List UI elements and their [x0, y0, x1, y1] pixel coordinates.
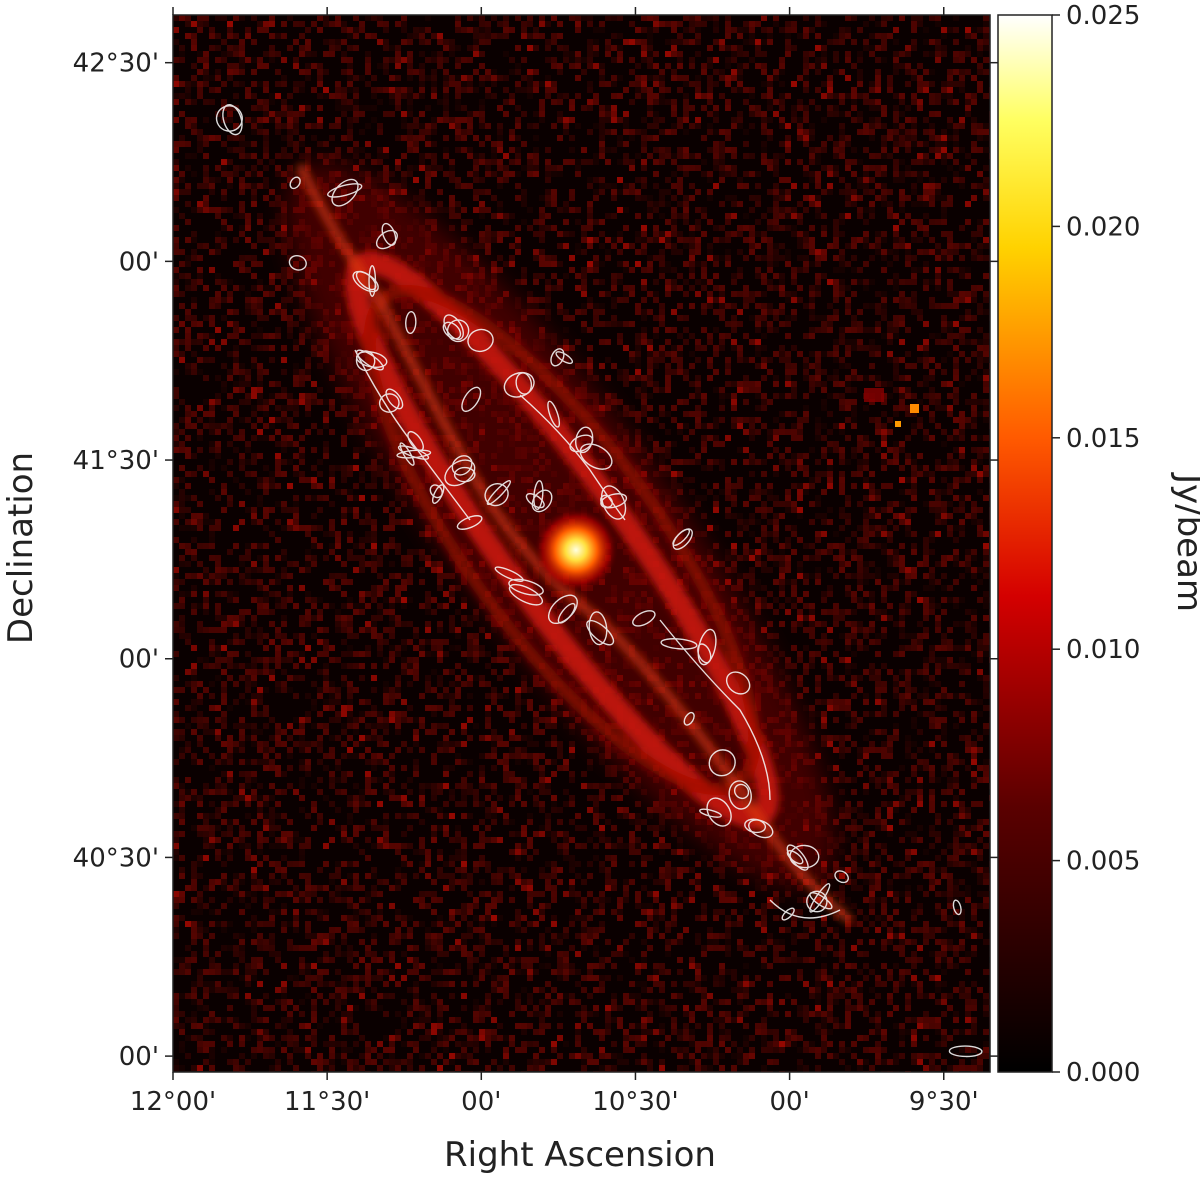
y-tick-label: 42°30' — [73, 49, 159, 79]
colorbar-tick-label: 0.005 — [1066, 847, 1140, 877]
y-tick-label: 00' — [119, 247, 159, 277]
colorbar-tick-label: 0.015 — [1066, 424, 1140, 454]
y-tick-label: 41°30' — [73, 446, 159, 476]
colorbar-tick-label: 0.000 — [1066, 1058, 1140, 1088]
colorbar-tick-label: 0.010 — [1066, 635, 1140, 665]
x-tick-label: 11°30' — [284, 1087, 370, 1117]
colorbar-tick-label: 0.020 — [1066, 212, 1140, 242]
x-tick-label: 10°30' — [592, 1087, 678, 1117]
y-tick-label: 00' — [119, 1042, 159, 1072]
x-axis-label: Right Ascension — [444, 1135, 716, 1175]
y-tick-label: 40°30' — [73, 843, 159, 873]
x-tick-label: 00' — [769, 1087, 809, 1117]
colorbar-ticks: 0.000 0.005 0.010 0.015 0.020 0.025 — [1052, 1, 1140, 1088]
y-axis-label: Declination — [1, 452, 41, 644]
x-tick-label: 00' — [461, 1087, 501, 1117]
x-tick-label: 12°00' — [130, 1087, 216, 1117]
colorbar-tick-label: 0.025 — [1066, 1, 1140, 31]
x-tick-label: 9°30' — [909, 1087, 979, 1117]
colorbar — [998, 15, 1052, 1072]
y-tick-label: 00' — [119, 645, 159, 675]
nucleus — [534, 508, 618, 592]
colorbar-label: Jy/beam — [1169, 472, 1200, 612]
